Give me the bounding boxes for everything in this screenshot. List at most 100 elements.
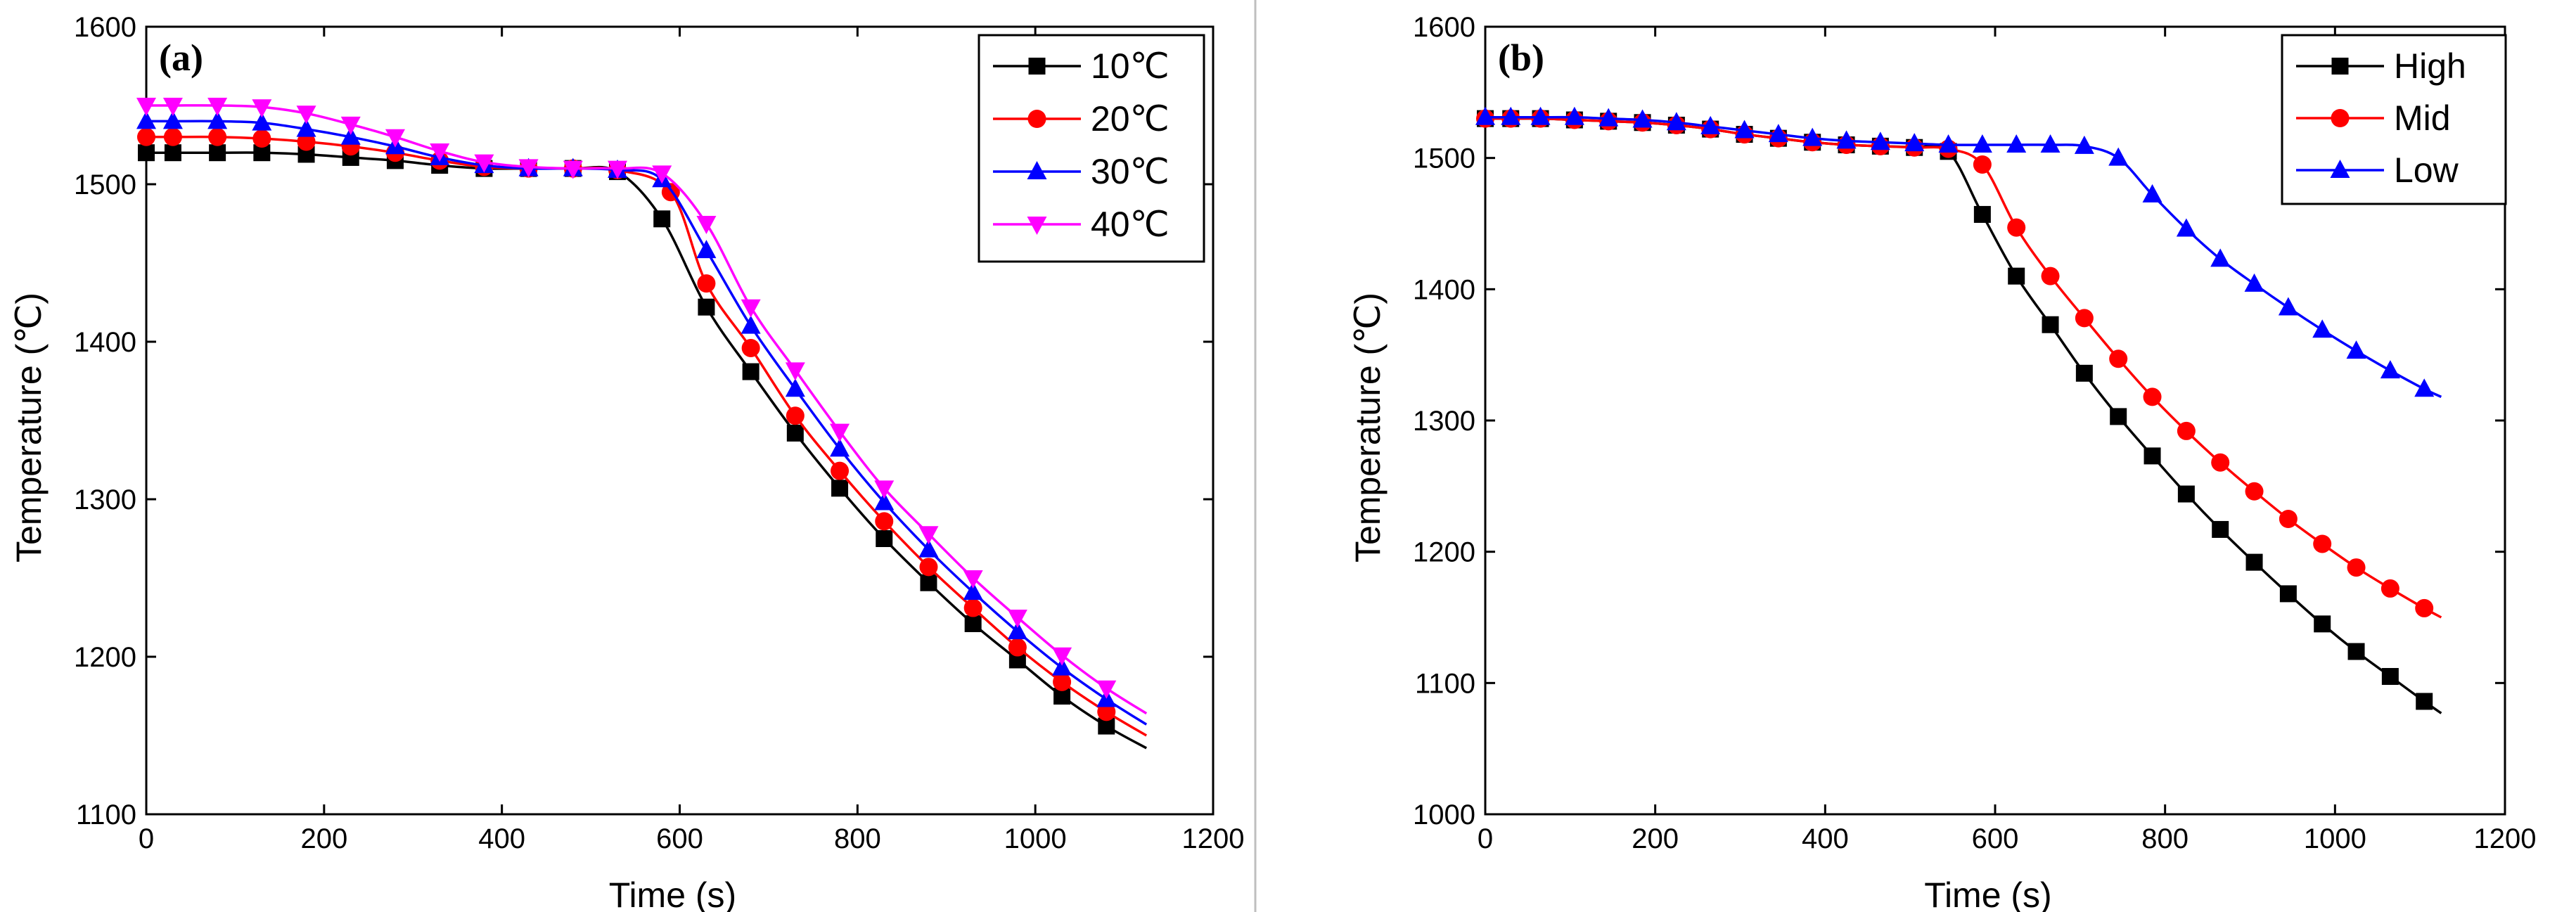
data-point — [875, 512, 894, 531]
data-point — [1096, 680, 1117, 699]
data-point — [918, 539, 939, 558]
data-point — [1972, 134, 1992, 153]
data-point — [2212, 520, 2229, 538]
y-tick-label: 1600 — [74, 12, 136, 43]
legend-label: High — [2394, 46, 2466, 86]
data-point — [2314, 615, 2331, 633]
panel-label: (a) — [159, 37, 203, 79]
data-point — [2176, 218, 2196, 237]
series-line — [1485, 117, 2442, 714]
data-point — [874, 480, 895, 499]
data-point — [1501, 106, 1521, 125]
y-tick-label: 1600 — [1413, 12, 1475, 43]
data-point — [296, 105, 316, 124]
x-axis-title: Time (s) — [609, 875, 736, 912]
y-tick-label: 1100 — [1415, 668, 1475, 699]
data-point — [741, 315, 761, 334]
data-point — [785, 378, 805, 397]
x-tick-label: 400 — [478, 823, 525, 854]
data-point — [742, 363, 760, 380]
data-point — [2211, 453, 2230, 472]
legend-label: Low — [2394, 150, 2459, 190]
data-point — [830, 423, 850, 442]
x-tick-label: 400 — [1802, 823, 1849, 854]
data-point — [2074, 135, 2094, 154]
data-point — [207, 98, 228, 116]
y-axis-title: Temperature (℃) — [9, 293, 49, 563]
data-point — [2347, 558, 2366, 577]
data-point — [1530, 106, 1551, 125]
data-point — [207, 110, 228, 129]
data-point — [1973, 155, 1992, 174]
data-point — [2346, 340, 2366, 359]
data-point — [918, 526, 939, 545]
legend-marker — [2330, 160, 2350, 178]
data-point — [2380, 579, 2399, 598]
series-1 — [137, 127, 1148, 737]
data-point — [163, 127, 182, 146]
data-point — [963, 598, 982, 617]
legend-label: 30℃ — [1091, 152, 1170, 191]
data-point — [1097, 702, 1116, 721]
data-point — [697, 274, 716, 293]
data-point — [563, 160, 583, 179]
data-point — [608, 160, 628, 179]
data-point — [2042, 316, 2059, 333]
data-point — [964, 615, 982, 632]
data-point — [297, 132, 316, 151]
y-tick-label: 1400 — [74, 327, 136, 358]
legend-marker — [1027, 110, 1046, 128]
data-point — [785, 362, 805, 381]
data-point — [2416, 693, 2433, 710]
data-point — [2143, 387, 2162, 406]
panel-label: (b) — [1498, 37, 1544, 79]
data-point — [136, 110, 156, 129]
data-point — [874, 492, 895, 510]
data-point — [1904, 133, 1925, 152]
legend-marker — [1028, 58, 1046, 75]
data-point — [2142, 184, 2162, 203]
data-point — [1666, 112, 1686, 131]
data-point — [208, 127, 227, 146]
data-point — [1938, 134, 1959, 153]
data-point — [162, 98, 183, 116]
legend-marker — [1027, 217, 1047, 235]
y-tick-label: 1500 — [1413, 143, 1475, 174]
x-tick-label: 600 — [656, 823, 703, 854]
series-line — [146, 151, 1148, 750]
data-point — [786, 424, 804, 442]
data-point — [138, 144, 155, 162]
x-tick-label: 1000 — [2304, 823, 2366, 854]
data-point — [1007, 621, 1027, 640]
legend-marker — [2331, 58, 2349, 75]
x-axis-title: Time (s) — [1924, 875, 2051, 912]
data-point — [920, 574, 937, 591]
legend-label: 10℃ — [1091, 46, 1170, 86]
data-point — [162, 110, 183, 129]
data-point — [430, 143, 450, 162]
data-point — [1007, 610, 1027, 628]
legend-box — [2281, 34, 2507, 205]
data-point — [1734, 120, 1755, 139]
data-point — [2177, 421, 2196, 440]
data-point — [1700, 115, 1721, 134]
data-point — [252, 99, 272, 118]
x-tick-label: 800 — [2141, 823, 2189, 854]
y-tick-label: 1000 — [1413, 799, 1475, 830]
data-point — [136, 98, 156, 116]
legend: High Mid Low — [2281, 34, 2507, 205]
data-point — [2075, 364, 2093, 382]
data-point — [252, 112, 272, 131]
x-tick-label: 1000 — [1004, 823, 1067, 854]
data-point — [2109, 349, 2128, 368]
data-point — [2245, 482, 2264, 501]
data-point — [340, 126, 361, 145]
data-point — [2108, 147, 2129, 166]
data-point — [741, 299, 761, 318]
data-point — [831, 461, 850, 480]
data-point — [1973, 205, 1991, 223]
y-tick-label: 1500 — [74, 169, 136, 200]
legend-label: 20℃ — [1091, 99, 1170, 139]
data-point — [741, 338, 760, 357]
data-point — [696, 240, 717, 259]
